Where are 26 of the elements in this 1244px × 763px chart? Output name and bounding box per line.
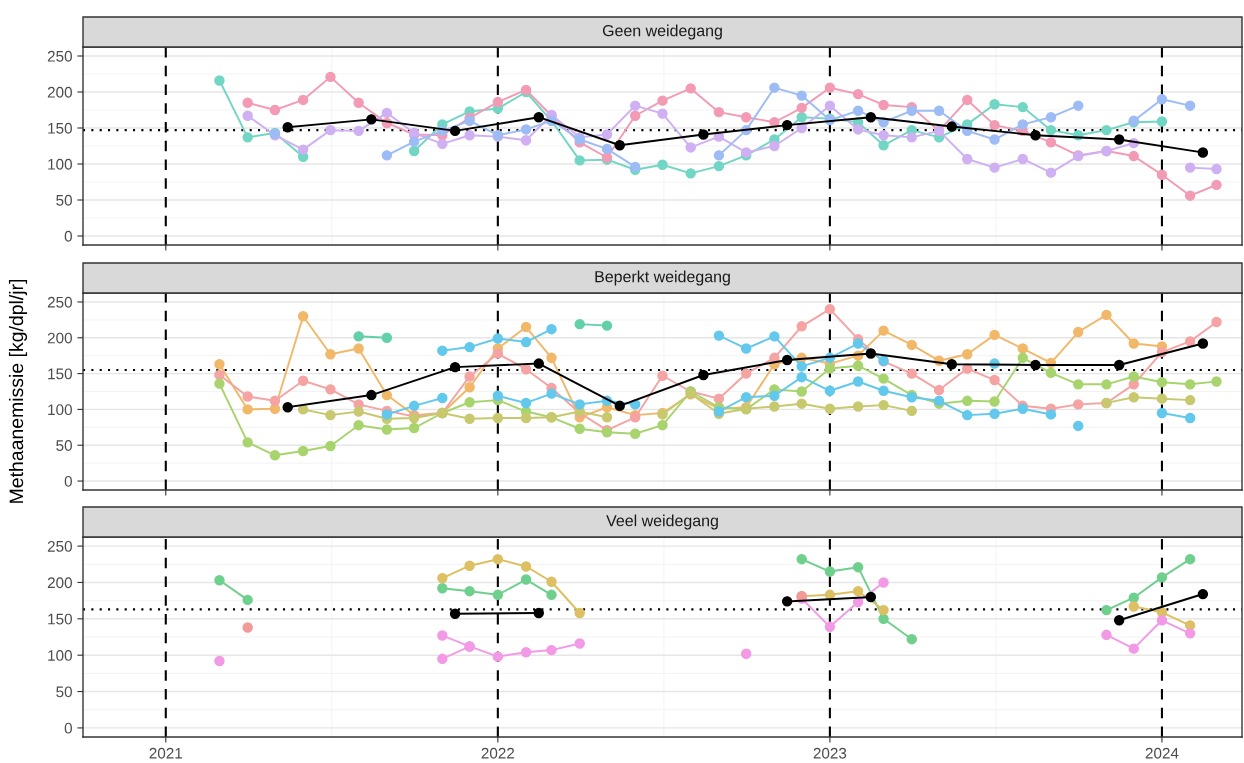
y-tick-label: 100 [48, 404, 72, 416]
chart-title: Veel weidegang [606, 514, 718, 530]
y-tick-label: 100 [48, 158, 72, 170]
y-tick-label: 50 [56, 686, 72, 698]
y-tick-label: 250 [47, 50, 72, 62]
y-tick-label: 50 [56, 440, 72, 451]
y-tick-label: 150 [48, 613, 72, 625]
y-tick-label: 50 [56, 194, 72, 206]
x-tick-label: 2021 [149, 747, 183, 759]
y-tick-label: 150 [48, 122, 72, 134]
y-tick-label: 0 [64, 722, 72, 734]
x-tick-label: 2022 [481, 747, 515, 759]
y-tick-label: 200 [47, 332, 72, 344]
y-tick-label: 200 [47, 86, 72, 98]
y-tick-label: 250 [47, 540, 72, 552]
y-tick-label: 250 [47, 296, 72, 308]
y-tick-label: 0 [64, 230, 72, 242]
y-tick-label: 100 [48, 650, 72, 661]
x-tick-label: 2023 [813, 747, 847, 759]
y-tick-label: 0 [64, 475, 72, 487]
x-tick-label: 2024 [1145, 747, 1179, 759]
y-axis-title: Methaanemissie [kg/dpl/jr] [8, 279, 28, 503]
y-tick-label: 200 [47, 577, 72, 589]
chart-title: Beperkt weidegang [595, 270, 730, 286]
chart-title: Geen weidegang [602, 24, 722, 40]
y-tick-label: 150 [48, 368, 72, 380]
